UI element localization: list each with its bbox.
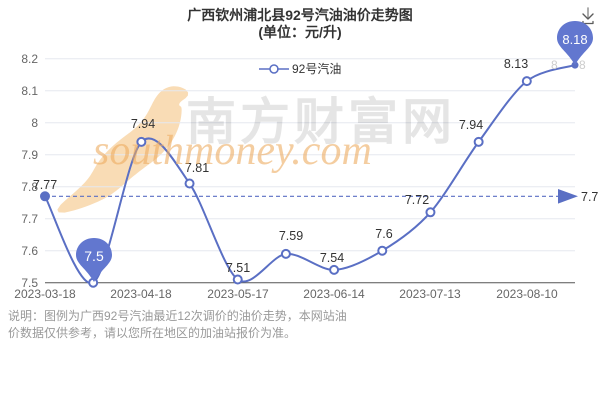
svg-text:7.9: 7.9	[21, 148, 38, 162]
svg-text:7.6: 7.6	[21, 244, 38, 258]
svg-text:7.7: 7.7	[581, 190, 598, 204]
svg-text:2023-05-17: 2023-05-17	[207, 287, 269, 300]
svg-text:7.77: 7.77	[33, 178, 57, 192]
svg-text:2023-06-14: 2023-06-14	[303, 287, 365, 300]
svg-text:2023-04-18: 2023-04-18	[110, 287, 172, 300]
svg-text:7.94: 7.94	[459, 118, 483, 132]
svg-text:7.7: 7.7	[21, 212, 38, 226]
svg-text:2023-03-18: 2023-03-18	[14, 287, 76, 300]
svg-text:8: 8	[31, 116, 38, 130]
svg-text:2023-08-10: 2023-08-10	[496, 287, 558, 300]
svg-text:8.2: 8.2	[21, 52, 38, 66]
svg-text:8.1: 8.1	[21, 84, 38, 98]
svg-text:7.59: 7.59	[279, 229, 303, 243]
svg-text:7.54: 7.54	[320, 251, 344, 265]
svg-text:8.18: 8.18	[562, 32, 587, 47]
svg-text:7.51: 7.51	[226, 261, 250, 275]
svg-text:7.6: 7.6	[375, 227, 392, 241]
svg-text:7.5: 7.5	[84, 248, 104, 264]
svg-text:8.13: 8.13	[504, 57, 528, 71]
svg-text:2023-07-13: 2023-07-13	[399, 287, 461, 300]
svg-text:7.72: 7.72	[405, 193, 429, 207]
